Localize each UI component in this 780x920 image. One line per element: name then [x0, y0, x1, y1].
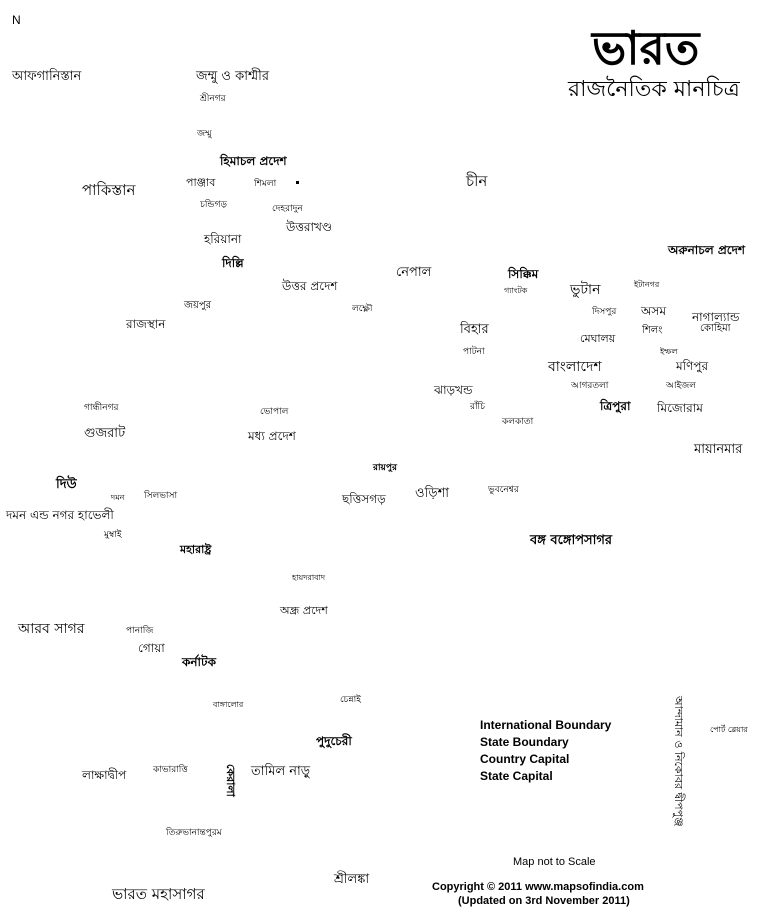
label-karnataka: কর্নাটক [182, 655, 216, 669]
label-jammu: জম্মু [197, 129, 212, 139]
label-shillong: শিলং [642, 325, 663, 336]
label-hyderabad: হায়দরাবাদ [292, 573, 326, 582]
label-jaipur: জয়পুর [184, 300, 212, 311]
label-srinagar: শ্রীনগর [200, 94, 226, 104]
updated-date: (Updated on 3rd November 2011) [458, 895, 630, 907]
label-raipur: রায়পুর [373, 463, 397, 473]
label-dnh: দমন এন্ড নগর হাভেলী [6, 508, 114, 522]
label-kerala: কেরালা [224, 764, 237, 797]
label-patna: পাটনা [463, 347, 485, 357]
label-indian-ocean: ভারত মহাসাগর [112, 885, 205, 903]
label-puducherry: পুদুচেরী [316, 734, 352, 748]
map-subtitle: রাজনৈতিক মানচিত্র [568, 77, 740, 102]
label-mumbai: মুম্বাই [104, 530, 122, 540]
label-gandhinagar: গান্ধীনগর [84, 403, 119, 413]
label-andhra: অন্ধ্র প্রদেশ [280, 604, 328, 617]
label-lucknow: লক্ষ্ণৌ [352, 304, 373, 314]
label-bihar: বিহার [460, 322, 489, 337]
label-bay-of-bengal: বঙ্গ বঙ্গোপসাগর [530, 533, 613, 548]
label-haryana: হরিয়ানা [204, 232, 242, 246]
label-meghalaya: মেঘালয় [580, 332, 616, 345]
label-bhopal: ভোপাল [260, 407, 289, 417]
label-bangalore: বাঙ্গালোর [213, 700, 244, 709]
map-title: ভারত [592, 21, 700, 75]
label-sikkim: সিক্কিম [508, 267, 539, 281]
label-tamil-nadu: তামিল নাড়ু [251, 764, 311, 779]
label-manipur: মণিপুর [676, 359, 709, 373]
label-odisha: ওড়িশা [415, 486, 450, 501]
label-thiruvananthapuram: তিরুভানান্তপুরম [166, 828, 222, 838]
label-bangladesh: বাংলাদেশ [548, 359, 602, 375]
copyright: Copyright © 2011 www.mapsofindia.com [432, 881, 644, 893]
label-diu: দিউ [56, 477, 77, 492]
label-port-blair: পোর্ট ব্লেয়ার [710, 725, 748, 734]
label-arunachal: অরুনাচল প্রদেশ [668, 243, 746, 257]
label-gangtok: গ্যাংটক [504, 286, 528, 295]
label-andaman: আন্দামান ও নিকোবর দ্বীপপুঞ্জ [672, 696, 685, 827]
label-dehradun: দেহরাদুন [272, 204, 303, 214]
label-kavaratti: কাভারাত্তি [153, 765, 188, 775]
label-up: উত্তর প্রদেশ [282, 279, 338, 293]
label-bhubaneswar: ভুবনেশ্বর [488, 485, 519, 495]
label-punjab: পাঞ্জাব [186, 176, 216, 189]
label-mp: মধ্য প্রদেশ [248, 429, 296, 443]
label-ranchi: রাঁচি [470, 402, 485, 412]
label-dispur: দিসপুর [592, 307, 617, 317]
label-sri-lanka: শ্রীলঙ্কা [334, 872, 370, 887]
label-itanagar: ইটানগর [634, 280, 660, 289]
label-himachal: হিমাচল প্রদেশ [220, 154, 287, 168]
label-delhi: দিল্লি [222, 256, 244, 270]
label-mizoram: মিজোরাম [657, 401, 703, 415]
label-shimla: শিমলা [254, 179, 277, 189]
label-assam: অসম [641, 304, 666, 318]
label-agartala: আগরতলা [571, 381, 609, 391]
label-myanmar: মায়ানমার [694, 442, 743, 457]
label-nagaland: নাগাল্যান্ড [692, 310, 740, 324]
label-aizawl: আইজল [666, 381, 696, 391]
label-gujarat: গুজরাট [84, 426, 126, 441]
label-uttarakhand: উত্তরাখণ্ড [286, 220, 333, 234]
compass-north: N [12, 13, 21, 27]
map-legend: International Boundary State Boundary Co… [480, 717, 611, 785]
label-imphal: ইম্ফল [660, 347, 678, 356]
label-tripura: ত্রিপুরা [600, 399, 631, 413]
label-chennai: চেন্নাই [340, 695, 361, 705]
label-silvassa: সিলভাসা [144, 491, 178, 501]
label-rajasthan: রাজস্থান [126, 317, 166, 331]
label-kohima: কোহিমা [700, 323, 731, 334]
label-arabian-sea: আরব সাগর [18, 621, 85, 637]
label-jammu-kashmir: জম্মু ও কাশ্মীর [196, 69, 269, 84]
label-china: চীন [466, 172, 488, 190]
legend-state-boundary: State Boundary [480, 735, 569, 749]
capital-dot-shimla [296, 181, 299, 184]
legend-state-capital: State Capital [480, 769, 553, 783]
label-maharashtra: মহারাষ্ট্র [180, 543, 212, 556]
label-bhutan: ভুটান [570, 282, 601, 298]
label-daman: দমন [111, 493, 125, 502]
label-pakistan: পাকিস্তান [82, 181, 136, 199]
scale-note: Map not to Scale [513, 856, 596, 868]
label-lakshadweep: লাক্ষাদ্বীপ [82, 768, 127, 782]
label-panaji: পানাজি [126, 626, 154, 636]
label-nepal: নেপাল [396, 265, 432, 280]
label-jharkhand: ঝাড়খন্ড [434, 383, 473, 397]
label-kolkata: কলকাতা [502, 417, 534, 427]
label-chandigarh: চন্ডিগড় [200, 200, 227, 210]
label-goa: গোয়া [138, 641, 165, 655]
label-afghanistan: আফগানিস্তান [12, 69, 82, 84]
label-chhattisgarh: ছত্তিসগড় [342, 492, 386, 506]
legend-country-capital: Country Capital [480, 752, 570, 766]
legend-international-boundary: International Boundary [480, 718, 612, 732]
